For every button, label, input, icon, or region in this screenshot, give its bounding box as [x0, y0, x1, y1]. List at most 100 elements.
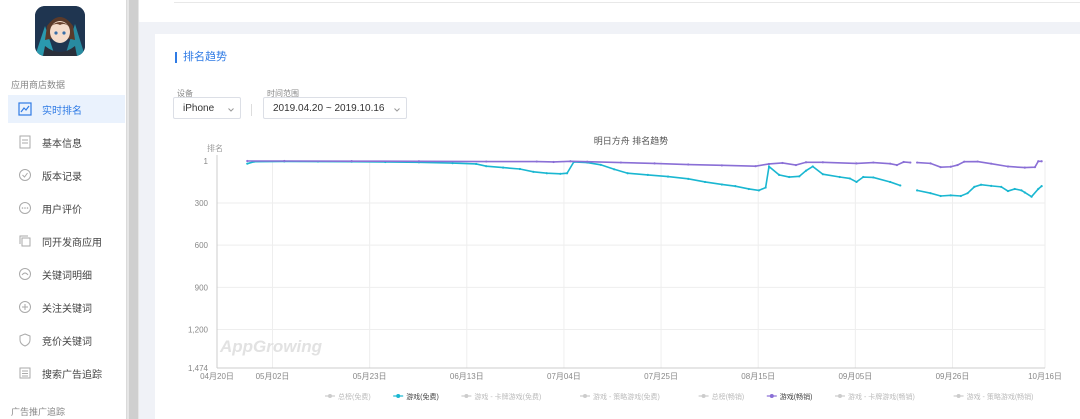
data-point	[613, 168, 616, 171]
data-point	[915, 189, 919, 192]
sidebar-item-label: 关注关键词	[42, 303, 92, 315]
data-point	[764, 186, 767, 189]
y-tick-label: 1	[204, 157, 209, 166]
sidebar-item-user-reviews[interactable]: 用户评价	[8, 194, 125, 222]
series-line	[916, 183, 1043, 198]
sidebar-item-basic-info[interactable]: 基本信息	[8, 128, 125, 156]
x-tick-label: 09月05日	[838, 372, 872, 381]
data-point	[872, 161, 875, 164]
sidebar-item-label: 实时排名	[42, 105, 82, 117]
legend-item[interactable]: 游戏 - 卡牌游戏(免费)	[474, 392, 541, 401]
data-point	[889, 162, 892, 165]
sidebar-item-bid-keywords[interactable]: 竞价关键词	[8, 326, 125, 354]
y-tick-label: 1,474	[188, 364, 209, 373]
data-point	[902, 160, 905, 164]
sidebar-item-label: 基本信息	[42, 138, 82, 150]
sidebar-item-version-history[interactable]: 版本记录	[8, 161, 125, 189]
data-point	[973, 185, 976, 188]
data-point	[821, 173, 824, 176]
y-tick-label: 600	[195, 241, 209, 250]
legend-item[interactable]: 游戏 - 策略游戏(畅销)	[967, 392, 1034, 401]
data-point	[501, 166, 505, 169]
data-point	[1000, 185, 1003, 188]
legend-item[interactable]: 游戏 - 策略游戏(免费)	[593, 392, 660, 401]
data-point	[804, 161, 808, 164]
data-point	[545, 172, 548, 175]
data-point	[767, 165, 771, 168]
data-point	[599, 163, 602, 166]
data-point	[246, 159, 249, 163]
data-point	[559, 172, 562, 175]
data-point	[1030, 195, 1033, 198]
data-point	[734, 185, 737, 188]
section-title-app-store: 应用商店数据	[11, 80, 66, 90]
data-point	[939, 166, 942, 169]
data-point	[666, 175, 670, 178]
data-point	[990, 162, 993, 165]
data-point	[794, 163, 798, 167]
data-point	[485, 165, 488, 168]
section-title-ads: 广告推广追踪	[11, 407, 66, 417]
sidebar-scrollbar[interactable]	[126, 0, 139, 419]
data-point	[838, 175, 841, 179]
legend-marker	[583, 394, 587, 398]
data-point	[720, 183, 723, 186]
top-strip	[139, 0, 1080, 22]
data-point	[1040, 185, 1043, 188]
legend-item[interactable]: 游戏(畅销)	[780, 392, 813, 401]
device-select[interactable]: iPhone	[173, 97, 241, 119]
data-point	[646, 173, 649, 177]
legend-marker	[464, 394, 469, 398]
data-point	[949, 194, 952, 197]
data-point	[949, 165, 952, 168]
data-point	[1013, 187, 1016, 191]
sidebar-item-label: 竞价关键词	[42, 336, 92, 348]
x-tick-label: 04月20日	[200, 372, 234, 381]
sidebar-item-same-developer[interactable]: 同开发商应用	[8, 227, 125, 255]
data-point	[929, 162, 932, 165]
data-point	[889, 180, 892, 184]
legend-marker	[328, 394, 332, 398]
data-point	[777, 173, 781, 177]
data-point	[899, 184, 902, 187]
data-point	[565, 172, 569, 175]
data-point	[283, 159, 286, 163]
data-point	[451, 162, 454, 165]
sidebar-item-keyword-details[interactable]: 关键词明细	[8, 260, 125, 288]
data-point	[821, 161, 824, 164]
sidebar-item-followed-keywords[interactable]: 关注关键词	[8, 293, 125, 321]
data-point	[862, 175, 865, 179]
data-point	[1023, 191, 1026, 194]
data-point	[653, 162, 656, 165]
data-point	[485, 160, 488, 163]
legend-item[interactable]: 游戏(免费)	[406, 392, 439, 401]
date-range-picker[interactable]: 2019.04.20 ~ 2019.10.16	[263, 97, 407, 119]
series-line	[247, 160, 911, 168]
data-point	[798, 175, 801, 178]
sidebar-item-label: 搜索广告追踪	[42, 369, 102, 381]
sidebar-item-search-ads[interactable]: 搜索广告追踪	[8, 359, 125, 387]
sidebar-item-label: 同开发商应用	[42, 237, 102, 249]
legend-item[interactable]: 总榜(免费)	[338, 392, 371, 401]
device-value: iPhone	[183, 102, 215, 114]
legend-item[interactable]: 游戏 - 卡牌游戏(畅销)	[848, 392, 915, 401]
data-point	[1020, 189, 1023, 192]
data-point	[1037, 160, 1040, 163]
sidebar-item-realtime-rank[interactable]: 实时排名	[8, 95, 125, 123]
data-point	[246, 162, 249, 165]
data-point	[956, 163, 959, 167]
x-tick-label: 07月25日	[644, 372, 678, 381]
legend-item[interactable]: 总榜(畅销)	[712, 392, 745, 401]
legend-marker	[769, 394, 774, 398]
list-icon	[18, 366, 32, 380]
scrollbar-thumb[interactable]	[129, 0, 138, 419]
device-label: 设备	[177, 89, 193, 98]
copy-icon	[18, 234, 32, 248]
data-point	[586, 160, 589, 163]
y-tick-label: 300	[195, 199, 209, 208]
data-point	[532, 170, 535, 173]
chart-title: 明日方舟 排名趋势	[594, 135, 669, 146]
sidebar-item-label: 用户评价	[42, 204, 82, 216]
data-point	[959, 194, 962, 198]
